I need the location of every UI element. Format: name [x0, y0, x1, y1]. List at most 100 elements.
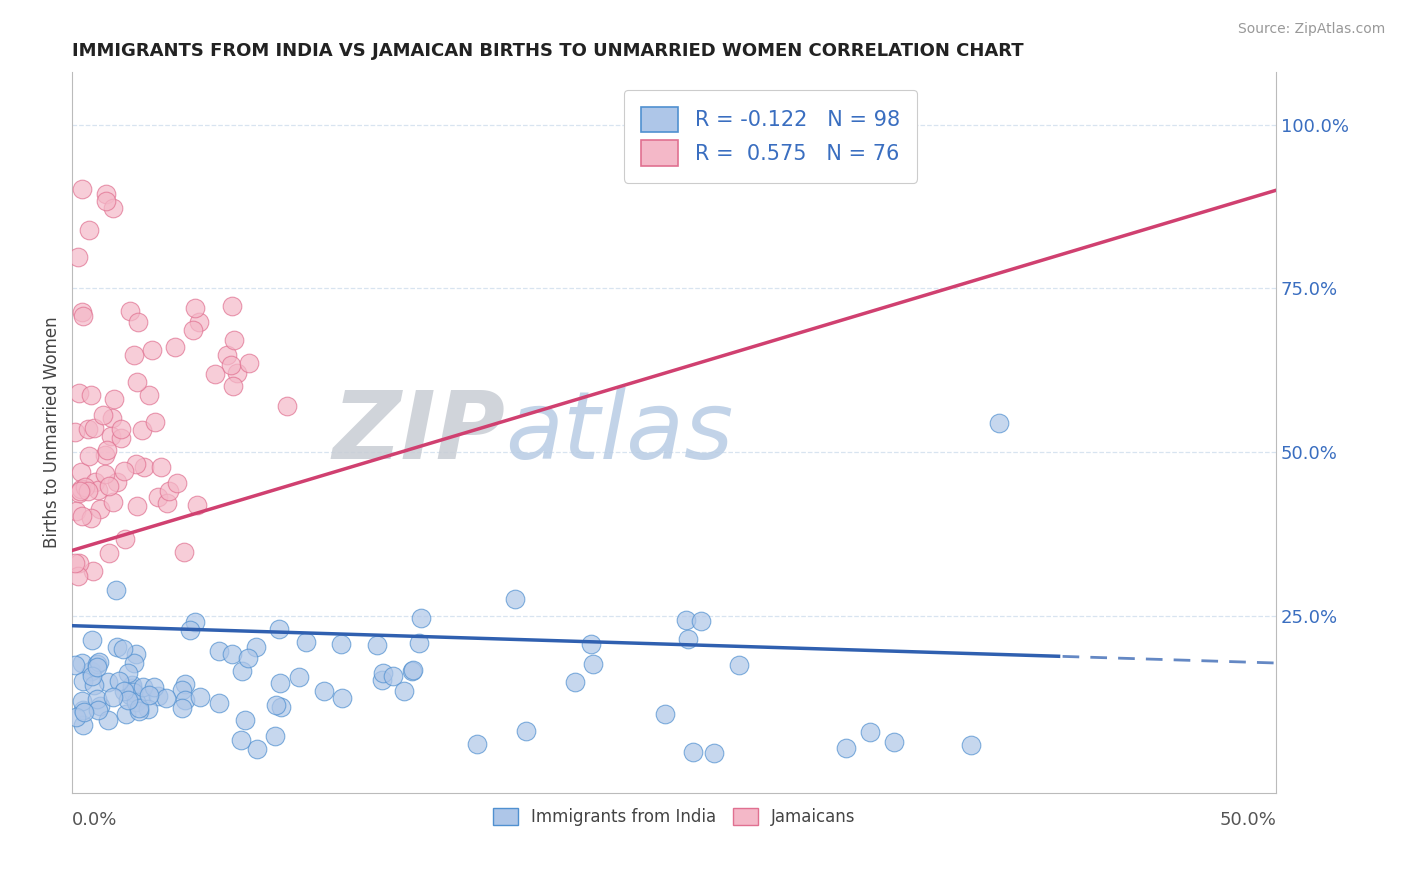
Point: [87, 483, 110, 497]
Point: [104, 582, 127, 597]
Point: [411, 611, 433, 625]
Point: [401, 664, 423, 678]
Point: [141, 343, 163, 357]
Point: [156, 496, 179, 510]
Point: [77, 483, 100, 498]
Point: [65, 709, 87, 723]
Point: [988, 416, 1011, 430]
Point: [70, 694, 93, 708]
Point: [382, 668, 405, 682]
Point: [110, 422, 132, 436]
Point: [108, 674, 131, 689]
Point: [117, 692, 139, 706]
Point: [86, 659, 108, 673]
Point: [132, 680, 155, 694]
Legend: Immigrants from India, Jamaicans: Immigrants from India, Jamaicans: [484, 800, 863, 835]
Point: [77, 449, 100, 463]
Point: [245, 640, 267, 654]
Point: [105, 640, 128, 654]
Point: [143, 680, 166, 694]
Point: [79, 511, 101, 525]
Point: [264, 729, 287, 743]
Point: [269, 676, 291, 690]
Point: [173, 693, 195, 707]
Point: [101, 411, 124, 425]
Point: [233, 713, 256, 727]
Point: [834, 741, 856, 756]
Point: [675, 613, 697, 627]
Point: [94, 186, 117, 201]
Point: [503, 591, 526, 606]
Point: [181, 323, 204, 337]
Point: [125, 499, 148, 513]
Point: [132, 460, 155, 475]
Point: [72, 718, 94, 732]
Text: atlas: atlas: [506, 387, 734, 478]
Point: [186, 498, 208, 512]
Point: [129, 690, 152, 704]
Text: 50.0%: 50.0%: [1219, 811, 1277, 829]
Point: [221, 379, 243, 393]
Point: [703, 746, 725, 760]
Point: [98, 546, 121, 560]
Point: [114, 707, 136, 722]
Point: [72, 309, 94, 323]
Point: [69, 385, 91, 400]
Point: [70, 465, 93, 479]
Point: [128, 704, 150, 718]
Point: [883, 735, 905, 749]
Point: [465, 737, 488, 751]
Point: [225, 366, 247, 380]
Point: [84, 475, 107, 489]
Point: [121, 678, 143, 692]
Point: [80, 388, 103, 402]
Point: [231, 664, 253, 678]
Point: [101, 202, 124, 216]
Point: [859, 725, 882, 739]
Point: [143, 415, 166, 429]
Point: [89, 502, 111, 516]
Point: [155, 691, 177, 706]
Point: [69, 483, 91, 498]
Point: [371, 673, 394, 688]
Point: [312, 684, 335, 698]
Point: [103, 392, 125, 406]
Point: [77, 422, 100, 436]
Point: [184, 615, 207, 629]
Point: [94, 194, 117, 208]
Point: [221, 359, 243, 373]
Point: [676, 632, 699, 646]
Point: [112, 464, 135, 478]
Text: Source: ZipAtlas.com: Source: ZipAtlas.com: [1237, 22, 1385, 37]
Point: [408, 636, 430, 650]
Text: ZIP: ZIP: [333, 386, 506, 478]
Point: [73, 480, 96, 494]
Point: [163, 340, 186, 354]
Point: [66, 569, 89, 583]
Point: [402, 663, 425, 677]
Point: [112, 642, 135, 657]
Point: [581, 657, 603, 671]
Point: [221, 299, 243, 313]
Point: [224, 334, 246, 348]
Point: [72, 674, 94, 689]
Point: [65, 504, 87, 518]
Point: [208, 644, 231, 658]
Point: [77, 223, 100, 237]
Point: [67, 557, 90, 571]
Point: [172, 701, 194, 715]
Point: [127, 375, 149, 389]
Point: [188, 315, 211, 329]
Point: [73, 705, 96, 719]
Point: [208, 697, 231, 711]
Point: [122, 656, 145, 670]
Text: IMMIGRANTS FROM INDIA VS JAMAICAN BIRTHS TO UNMARRIED WOMEN CORRELATION CHART: IMMIGRANTS FROM INDIA VS JAMAICAN BIRTHS…: [72, 42, 1024, 60]
Point: [117, 665, 139, 680]
Point: [188, 690, 211, 705]
Point: [110, 431, 132, 445]
Point: [91, 409, 114, 423]
Point: [172, 682, 194, 697]
Point: [83, 421, 105, 435]
Point: [131, 424, 153, 438]
Point: [122, 348, 145, 362]
